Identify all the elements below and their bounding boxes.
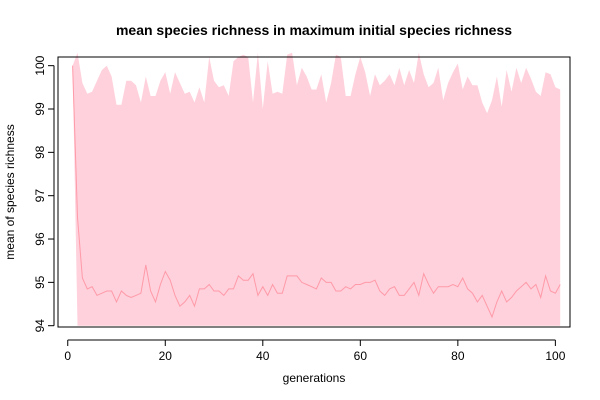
- plot-frame: [57, 56, 571, 328]
- y-tick-label: 94: [33, 319, 47, 333]
- x-axis-label: generations: [283, 371, 346, 385]
- x-tick-label: 60: [354, 349, 368, 363]
- y-axis-label: mean of species richness: [3, 124, 17, 259]
- plot-area: [72, 52, 561, 326]
- y-tick-label: 100: [33, 55, 47, 75]
- y-tick-label: 96: [33, 232, 47, 246]
- y-tick-label: 99: [33, 102, 47, 116]
- chart-title: mean species richness in maximum initial…: [116, 22, 512, 38]
- x-tick-label: 100: [545, 349, 565, 363]
- y-tick-label: 95: [33, 275, 47, 289]
- x-tick-label: 40: [256, 349, 270, 363]
- x-axis: 0 20 40 60 80 100: [64, 339, 566, 363]
- y-tick-label: 98: [33, 145, 47, 159]
- x-tick-label: 0: [64, 349, 71, 363]
- species-richness-band: [72, 52, 561, 326]
- x-tick-label: 20: [159, 349, 173, 363]
- mean-species-richness-line: [72, 65, 561, 319]
- y-axis: 94 95 96 97 98 99 100: [33, 55, 55, 333]
- x-tick-label: 80: [451, 349, 465, 363]
- y-tick-label: 97: [33, 189, 47, 203]
